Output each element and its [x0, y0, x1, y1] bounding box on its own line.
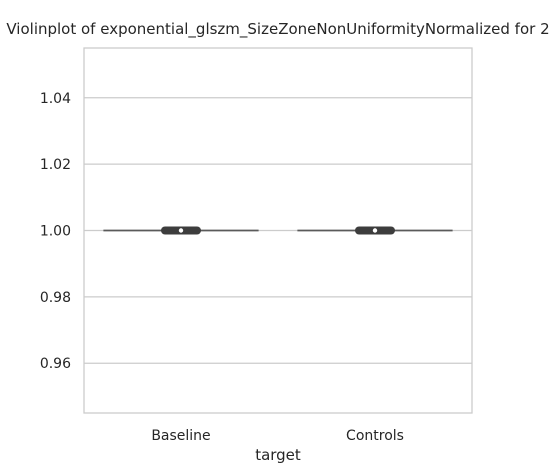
- x-tick-label: Baseline: [151, 428, 210, 444]
- y-tick-label: 1.04: [40, 91, 71, 107]
- plot-frame: [83, 47, 473, 414]
- x-axis-label: target: [255, 446, 301, 464]
- y-tick-label: 1.02: [40, 157, 71, 173]
- median-point: [178, 228, 184, 233]
- y-tick-label: 1.00: [40, 224, 71, 240]
- x-axis-ticks: Baseline Controls: [151, 428, 404, 444]
- y-axis-ticks: 0.96 0.98 1.00 1.02 1.04: [40, 91, 71, 372]
- violin-controls: [297, 226, 453, 235]
- violins: [103, 226, 453, 235]
- violin-baseline: [103, 226, 259, 235]
- x-tick-label: Controls: [346, 428, 404, 444]
- chart-title: Violinplot of exponential_glszm_SizeZone…: [6, 20, 549, 39]
- y-tick-label: 0.96: [40, 356, 71, 372]
- y-tick-label: 0.98: [40, 290, 71, 306]
- median-point: [372, 228, 378, 233]
